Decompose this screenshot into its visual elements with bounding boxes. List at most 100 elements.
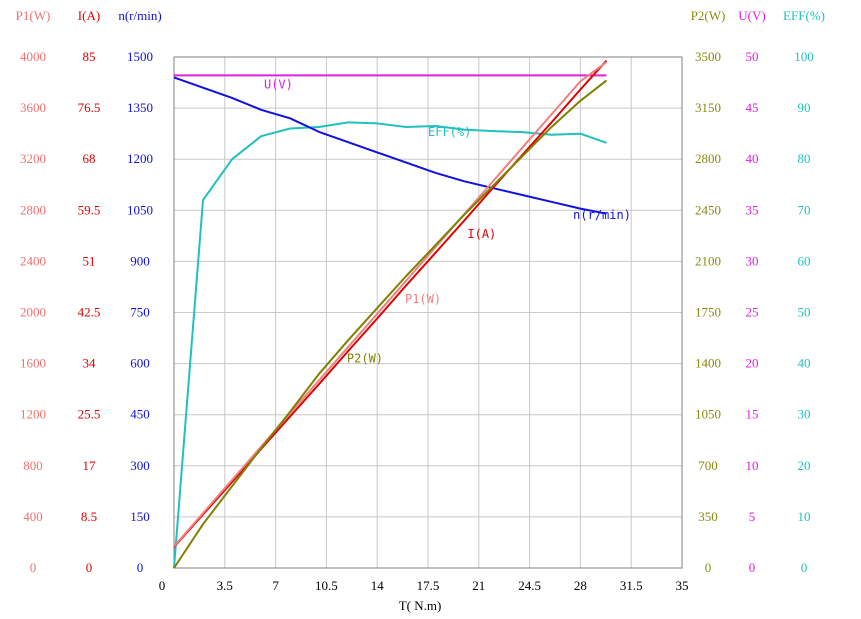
tick-label-i: 42.5 — [78, 305, 101, 320]
axis-header-n: n(r/min) — [118, 8, 161, 23]
tick-label-p1: 4000 — [20, 49, 46, 64]
x-tick-label: 21 — [472, 578, 485, 593]
tick-label-eff: 80 — [798, 151, 811, 166]
x-tick-label: 28 — [574, 578, 587, 593]
tick-label-p2: 3150 — [695, 100, 721, 115]
series-label-eff: EFF(%) — [428, 125, 471, 139]
tick-label-u: 40 — [746, 151, 759, 166]
x-axis-label: T( N.m) — [399, 598, 442, 613]
x-tick-label: 24.5 — [518, 578, 541, 593]
tick-label-eff: 60 — [798, 253, 811, 268]
tick-label-p1: 2000 — [20, 305, 46, 320]
tick-label-n: 1500 — [127, 49, 153, 64]
tick-label-n: 1200 — [127, 151, 153, 166]
axis-header-u: U(V) — [738, 8, 765, 23]
tick-label-p1: 800 — [23, 458, 43, 473]
tick-label-i: 59.5 — [78, 202, 101, 217]
series-label-n: n(r/min) — [573, 208, 631, 222]
axis-header-p1: P1(W) — [16, 8, 51, 23]
x-tick-label: 0 — [159, 578, 166, 593]
tick-label-n: 0 — [137, 560, 144, 575]
x-tick-label: 7 — [272, 578, 279, 593]
tick-label-i: 51 — [83, 253, 96, 268]
tick-label-n: 1050 — [127, 202, 153, 217]
x-tick-label: 31.5 — [620, 578, 643, 593]
tick-label-p1: 1200 — [20, 407, 46, 422]
tick-label-eff: 90 — [798, 100, 811, 115]
series-line-i — [173, 59, 608, 548]
tick-label-i: 85 — [83, 49, 96, 64]
tick-label-i: 25.5 — [78, 407, 101, 422]
tick-label-i: 68 — [83, 151, 96, 166]
x-tick-label: 14 — [371, 578, 385, 593]
tick-label-p2: 0 — [705, 560, 712, 575]
series-label-u: U(V) — [264, 77, 293, 91]
series-label-p1: P1(W) — [405, 292, 441, 306]
x-tick-label: 10.5 — [315, 578, 338, 593]
series-label-p2: P2(W) — [347, 352, 383, 366]
tick-label-u: 45 — [746, 100, 759, 115]
tick-label-n: 450 — [130, 407, 150, 422]
tick-label-n: 1350 — [127, 100, 153, 115]
tick-label-p1: 3200 — [20, 151, 46, 166]
tick-label-p2: 700 — [698, 458, 718, 473]
series-line-p1 — [173, 61, 608, 547]
tick-label-p1: 2800 — [20, 202, 46, 217]
tick-label-eff: 40 — [798, 356, 811, 371]
tick-label-eff: 50 — [798, 305, 811, 320]
tick-label-n: 600 — [130, 356, 150, 371]
tick-label-u: 30 — [746, 253, 759, 268]
tick-label-n: 900 — [130, 253, 150, 268]
axis-header-eff: EFF(%) — [783, 8, 825, 23]
tick-label-i: 76.5 — [78, 100, 101, 115]
grid — [174, 57, 682, 568]
tick-label-eff: 0 — [801, 560, 808, 575]
tick-label-p1: 0 — [30, 560, 37, 575]
series-line-eff — [173, 121, 607, 569]
tick-label-p2: 1400 — [695, 356, 721, 371]
tick-label-eff: 70 — [798, 202, 811, 217]
series-layer: U(V) EFF(%) n(r/min) I(A) P1(W) P2(W) — [173, 59, 631, 569]
tick-label-p1: 2400 — [20, 253, 46, 268]
tick-label-u: 5 — [749, 509, 756, 524]
tick-label-n: 750 — [130, 305, 150, 320]
x-tick-label: 17.5 — [417, 578, 440, 593]
plot-frame — [173, 56, 683, 569]
tick-label-eff: 100 — [794, 49, 814, 64]
tick-label-u: 10 — [746, 458, 759, 473]
tick-label-p2: 2450 — [695, 202, 721, 217]
tick-label-n: 300 — [130, 458, 150, 473]
tick-label-eff: 30 — [798, 407, 811, 422]
tick-label-p2: 350 — [698, 509, 718, 524]
tick-label-u: 25 — [746, 305, 759, 320]
tick-label-p2: 1050 — [695, 407, 721, 422]
tick-label-n: 150 — [130, 509, 150, 524]
tick-label-i: 0 — [86, 560, 93, 575]
tick-label-p1: 400 — [23, 509, 43, 524]
series-line-n — [173, 76, 607, 215]
tick-label-u: 0 — [749, 560, 756, 575]
tick-label-u: 20 — [746, 356, 759, 371]
axis-header-p2: P2(W) — [691, 8, 726, 23]
series-line-p2 — [173, 79, 608, 569]
tick-label-u: 15 — [746, 407, 759, 422]
tick-label-eff: 10 — [798, 509, 811, 524]
x-tick-label: 35 — [676, 578, 689, 593]
tick-label-eff: 20 — [798, 458, 811, 473]
tick-label-i: 8.5 — [81, 509, 97, 524]
axis-layer: P1(W)04008001200160020002400280032003600… — [16, 8, 825, 613]
tick-label-i: 34 — [83, 356, 97, 371]
tick-label-i: 17 — [83, 458, 97, 473]
tick-label-p1: 3600 — [20, 100, 46, 115]
tick-label-p2: 1750 — [695, 305, 721, 320]
tick-label-p1: 1600 — [20, 356, 46, 371]
tick-label-u: 35 — [746, 202, 759, 217]
tick-label-p2: 2100 — [695, 253, 721, 268]
tick-label-p2: 2800 — [695, 151, 721, 166]
axis-header-i: I(A) — [78, 8, 100, 23]
tick-label-u: 50 — [746, 49, 759, 64]
x-tick-label: 3.5 — [217, 578, 233, 593]
tick-label-p2: 3500 — [695, 49, 721, 64]
